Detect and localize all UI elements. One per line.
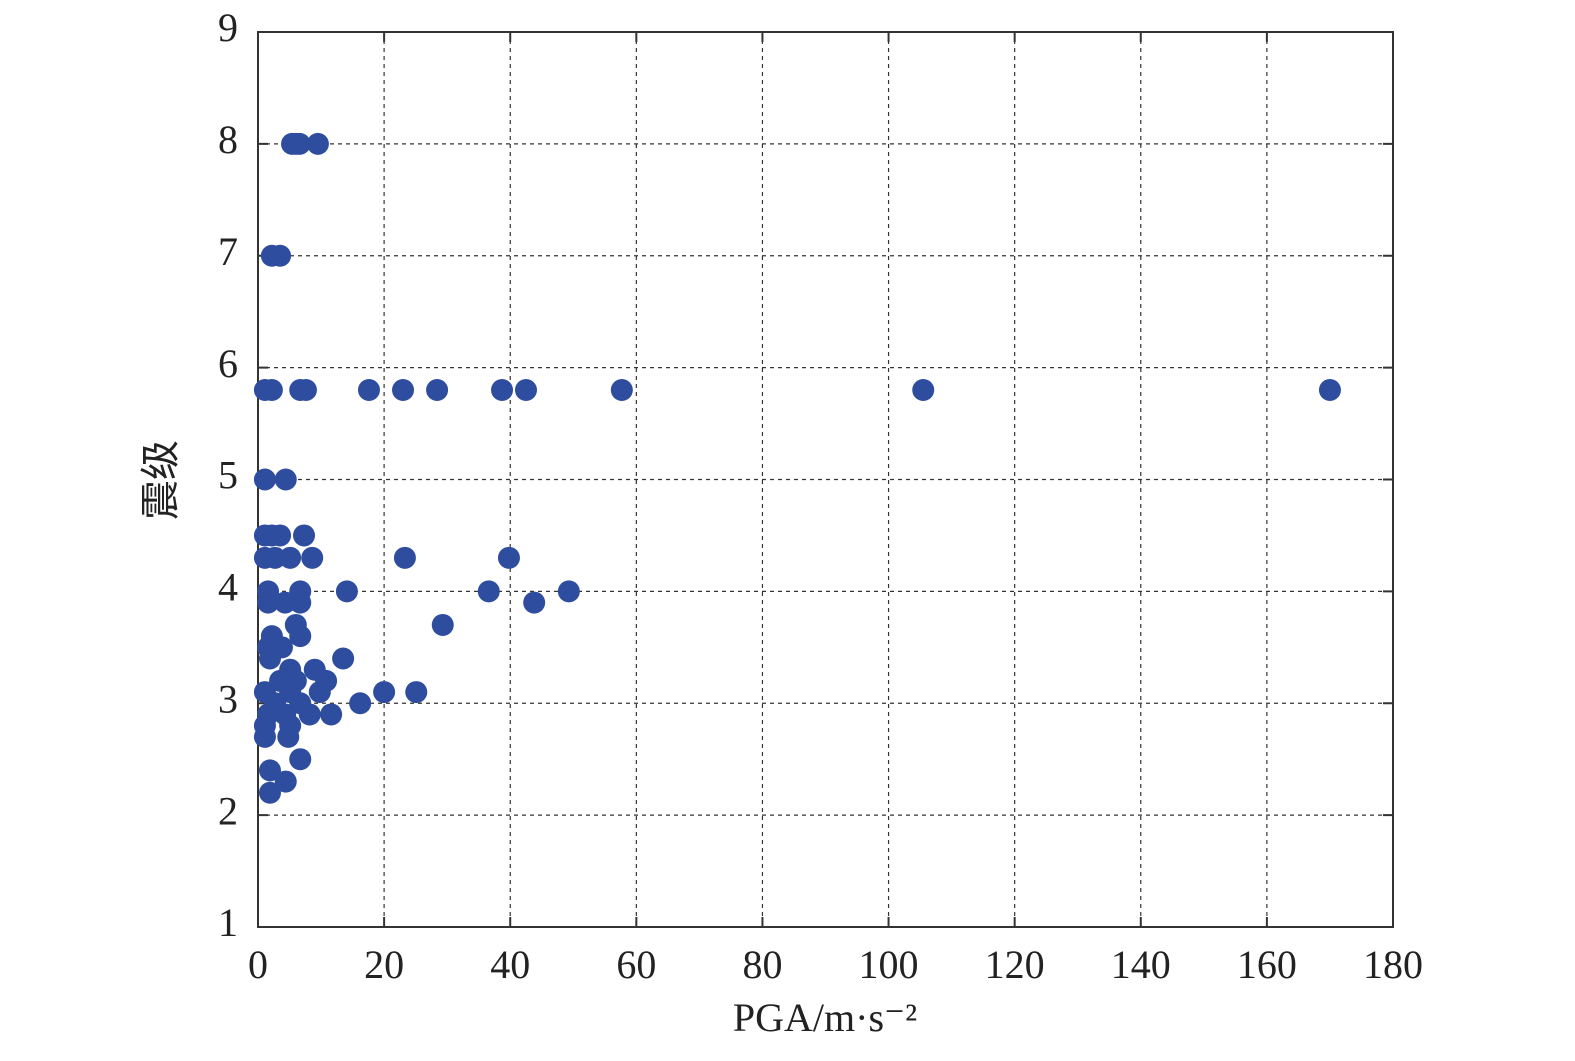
point [289,625,312,648]
x-tick-label: 120 [985,942,1045,987]
point [497,546,520,569]
point [308,681,331,704]
point [289,748,312,771]
y-tick-label: 5 [218,453,238,498]
y-tick-label: 4 [218,565,238,610]
y-axis-title: 震级 [138,440,183,520]
point [405,681,428,704]
point [289,591,312,614]
point [288,132,311,155]
point [320,703,343,726]
point [335,580,358,603]
point [610,379,633,401]
x-axis-title: PGA/m·s⁻² [733,995,917,1040]
point [269,244,292,267]
x-tick-label: 60 [616,942,656,987]
point [332,647,355,670]
point [274,468,297,491]
point [349,692,372,715]
x-tick-label: 20 [364,942,404,987]
point [279,546,302,569]
y-tick-label: 9 [218,5,238,50]
point [306,132,329,155]
point [258,781,281,804]
y-tick-label: 2 [218,788,238,833]
point [393,546,416,569]
point [357,379,380,401]
point [264,546,287,569]
point [293,524,316,547]
point [253,725,276,748]
point [269,524,292,547]
point [514,379,537,401]
point [373,681,396,704]
point [260,379,283,401]
point [258,647,281,670]
y-tick-label: 1 [218,900,238,945]
x-tick-label: 160 [1237,942,1297,987]
point [557,580,580,603]
x-tick-label: 40 [490,942,530,987]
point [274,591,297,614]
point [253,468,276,491]
x-tick-label: 80 [742,942,782,987]
point [912,379,935,401]
point [392,379,415,401]
x-tick-label: 0 [248,942,268,987]
x-tick-label: 140 [1111,942,1171,987]
point [301,546,324,569]
point [277,725,300,748]
point [477,580,500,603]
y-tick-label: 6 [218,341,238,386]
point [426,379,449,401]
y-tick-label: 7 [218,229,238,274]
point [298,703,321,726]
point [274,770,297,793]
point [258,759,281,782]
point [491,379,514,401]
point [294,379,317,401]
point [523,591,546,614]
y-tick-label: 3 [218,676,238,721]
point [431,613,454,636]
y-tick-label: 8 [218,117,238,162]
x-tick-label: 180 [1363,942,1423,987]
point [1318,379,1341,401]
x-tick-label: 100 [859,942,919,987]
point [257,591,280,614]
